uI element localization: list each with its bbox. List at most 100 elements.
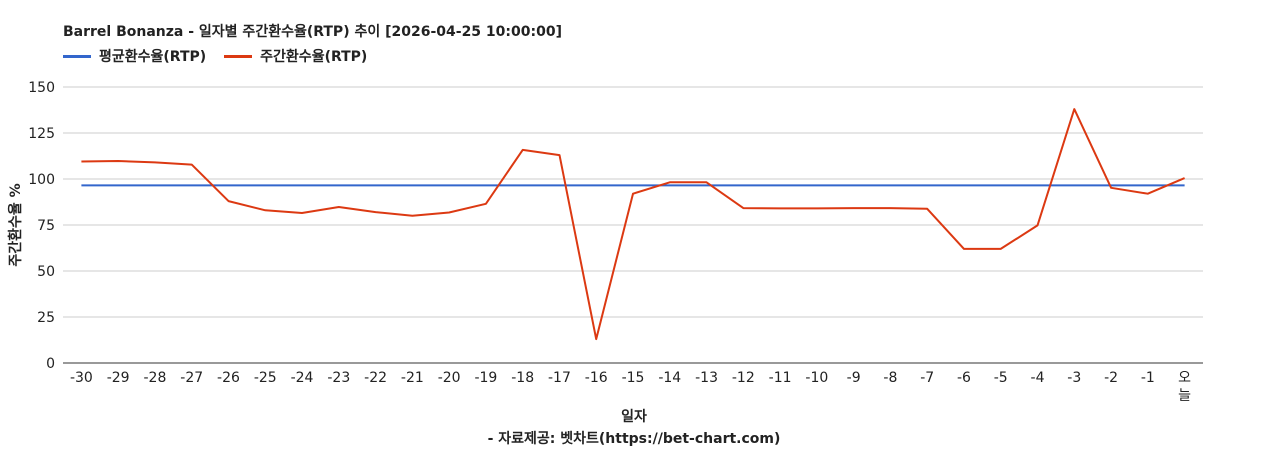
x-axis-title: 일자	[621, 409, 647, 425]
data-point-average	[263, 183, 268, 188]
x-tick-label: -17	[548, 370, 571, 386]
data-point-weekly	[226, 199, 231, 204]
x-tick-label: -28	[143, 370, 166, 386]
x-tick-label: -30	[70, 370, 93, 386]
data-point-weekly	[263, 208, 268, 213]
data-point-average	[373, 183, 378, 188]
x-tick-label: -12	[732, 370, 755, 386]
data-point-weekly	[998, 246, 1003, 251]
data-point-weekly	[189, 162, 194, 167]
x-tick-label: -13	[695, 370, 718, 386]
legend-label-average: 평균환수율(RTP)	[99, 49, 207, 65]
data-point-weekly	[483, 201, 488, 206]
data-point-weekly	[410, 213, 415, 218]
data-point-average	[1182, 183, 1187, 188]
legend-item-average[interactable]: 평균환수율(RTP)	[63, 46, 206, 66]
data-point-average	[851, 183, 856, 188]
y-tick-label: 0	[46, 356, 55, 372]
data-point-average	[998, 183, 1003, 188]
data-point-average	[888, 183, 893, 188]
data-point-weekly	[1072, 107, 1077, 112]
data-point-weekly	[336, 204, 341, 209]
data-point-weekly	[631, 191, 636, 196]
data-point-average	[1035, 183, 1040, 188]
x-tick-label: -4	[1031, 370, 1045, 386]
x-tick-label: -29	[107, 370, 130, 386]
y-tick-label: 100	[28, 172, 55, 188]
data-point-weekly	[557, 153, 562, 158]
data-point-average	[152, 183, 157, 188]
data-point-weekly	[447, 210, 452, 215]
chart-title: Barrel Bonanza - 일자별 주간환수율(RTP) 추이 [2026…	[63, 24, 562, 40]
data-point-average	[1072, 183, 1077, 188]
data-point-average	[226, 183, 231, 188]
data-point-average	[79, 183, 84, 188]
x-tick-label: -18	[511, 370, 534, 386]
x-tick-label: -10	[805, 370, 828, 386]
legend-swatch-weekly	[224, 54, 253, 58]
y-axis-title: 주간환수율 %	[7, 183, 24, 266]
data-point-weekly	[741, 206, 746, 211]
legend-label-weekly: 주간환수율(RTP)	[260, 49, 368, 65]
x-tick-label: -9	[847, 370, 861, 386]
data-point-average	[410, 183, 415, 188]
data-point-weekly	[152, 160, 157, 165]
x-tick-label: -21	[401, 370, 424, 386]
data-point-weekly	[1182, 176, 1187, 181]
data-point-average	[557, 183, 562, 188]
x-tick-label: -26	[217, 370, 240, 386]
data-point-average	[1145, 183, 1150, 188]
x-tick-label: -24	[291, 370, 314, 386]
data-point-weekly	[778, 206, 783, 211]
data-point-weekly	[116, 158, 121, 163]
y-tick-label: 150	[28, 80, 55, 96]
data-point-weekly	[851, 206, 856, 211]
x-tick-label: -15	[622, 370, 645, 386]
data-point-average	[961, 183, 966, 188]
data-point-weekly	[1145, 191, 1150, 196]
y-tick-label: 125	[28, 126, 55, 142]
x-tick-label: -7	[920, 370, 934, 386]
data-point-average	[814, 183, 819, 188]
source-credit: - 자료제공: 벳차트(https://bet-chart.com)	[487, 431, 781, 447]
x-tick-label: -1	[1141, 370, 1155, 386]
x-tick-label: -25	[254, 370, 277, 386]
x-tick-label: -11	[769, 370, 792, 386]
legend-swatch-average	[63, 54, 91, 58]
x-tick-label: -5	[994, 370, 1008, 386]
data-point-weekly	[1109, 185, 1114, 190]
x-tick-label: -14	[658, 370, 681, 386]
y-tick-label: 50	[37, 264, 55, 280]
y-tick-label: 25	[37, 310, 55, 326]
data-point-weekly	[520, 147, 525, 152]
x-tick-label: -6	[957, 370, 971, 386]
data-point-weekly	[1035, 223, 1040, 228]
legend-item-weekly[interactable]: 주간환수율(RTP)	[224, 46, 367, 66]
x-tick-label: -22	[364, 370, 387, 386]
data-point-weekly	[961, 246, 966, 251]
x-tick-label: -23	[327, 370, 350, 386]
data-point-average	[631, 183, 636, 188]
data-point-weekly	[704, 180, 709, 185]
x-tick-label: -20	[438, 370, 461, 386]
data-point-average	[447, 183, 452, 188]
data-point-average	[778, 183, 783, 188]
data-point-weekly	[594, 337, 599, 342]
data-point-average	[189, 183, 194, 188]
chart-legend: 평균환수율(RTP) 주간환수율(RTP)	[63, 46, 385, 66]
x-tick-label: -8	[883, 370, 897, 386]
data-point-weekly	[667, 180, 672, 185]
data-point-weekly	[814, 206, 819, 211]
data-point-average	[741, 183, 746, 188]
data-point-average	[594, 183, 599, 188]
x-tick-label: -2	[1104, 370, 1118, 386]
data-point-average	[925, 183, 930, 188]
data-point-average	[336, 183, 341, 188]
data-point-weekly	[300, 211, 305, 216]
data-point-average	[300, 183, 305, 188]
data-point-weekly	[79, 159, 84, 164]
series-line-weekly	[81, 108, 1185, 341]
data-point-weekly	[888, 206, 893, 211]
